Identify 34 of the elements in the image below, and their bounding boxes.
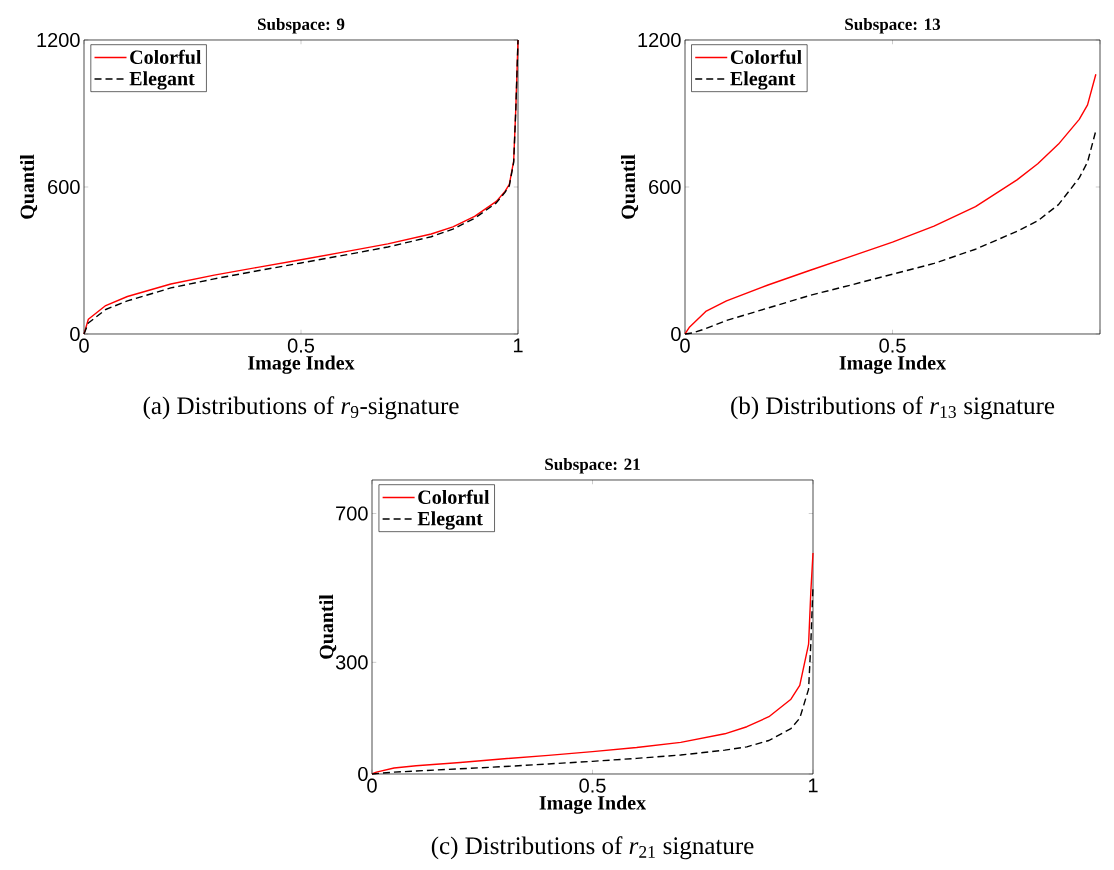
y-tick-label: 600: [649, 179, 681, 195]
legend-label: Elegant: [730, 71, 796, 90]
legend-label: Colorful: [730, 49, 802, 65]
y-tick-label: 1200: [638, 32, 681, 48]
y-tick-label: 1200: [37, 32, 80, 48]
y-tick-label: 600: [48, 179, 80, 195]
x-tick-label: 0.5: [879, 338, 906, 353]
x-axis-title: Image Index: [539, 795, 647, 814]
line-series: [83, 39, 519, 335]
legend-label: Colorful: [130, 49, 202, 65]
legend-label: Colorful: [418, 489, 490, 505]
y-tick-label: 700: [336, 506, 368, 521]
y-axis-title: Quantil: [20, 154, 38, 219]
x-tick-label: 0.5: [287, 338, 315, 353]
y-axis-title: Quantil: [319, 594, 337, 659]
legend-label: Elegant: [417, 511, 483, 530]
y-tick-label: 0: [70, 326, 80, 342]
x-tick-label: 1: [513, 338, 523, 353]
legend-label: Elegant: [129, 71, 195, 90]
line-series: [684, 73, 1097, 335]
x-axis-title: Image Index: [839, 355, 946, 374]
text: (c) Distributions of r$_{21}$ signature: [431, 836, 754, 860]
chart-title: Subspace: 21: [545, 458, 640, 474]
x-axis-title: Image Index: [248, 355, 355, 374]
chart-title: Subspace: 13: [845, 18, 941, 34]
y-tick-label: 300: [335, 655, 368, 670]
y-tick-label: 0: [358, 766, 368, 782]
chart-title: Subspace: 9: [257, 18, 345, 34]
y-axis-title: Quantil: [620, 154, 639, 219]
y-tick-label: 0: [671, 326, 681, 342]
text: (b) Distributions of r$_{13}$ signature: [731, 396, 1055, 420]
x-tick-label: 0.5: [579, 778, 606, 793]
text: (a) Distributions of r$_{9}$-signature: [143, 396, 459, 420]
x-tick-label: 1: [808, 778, 818, 793]
